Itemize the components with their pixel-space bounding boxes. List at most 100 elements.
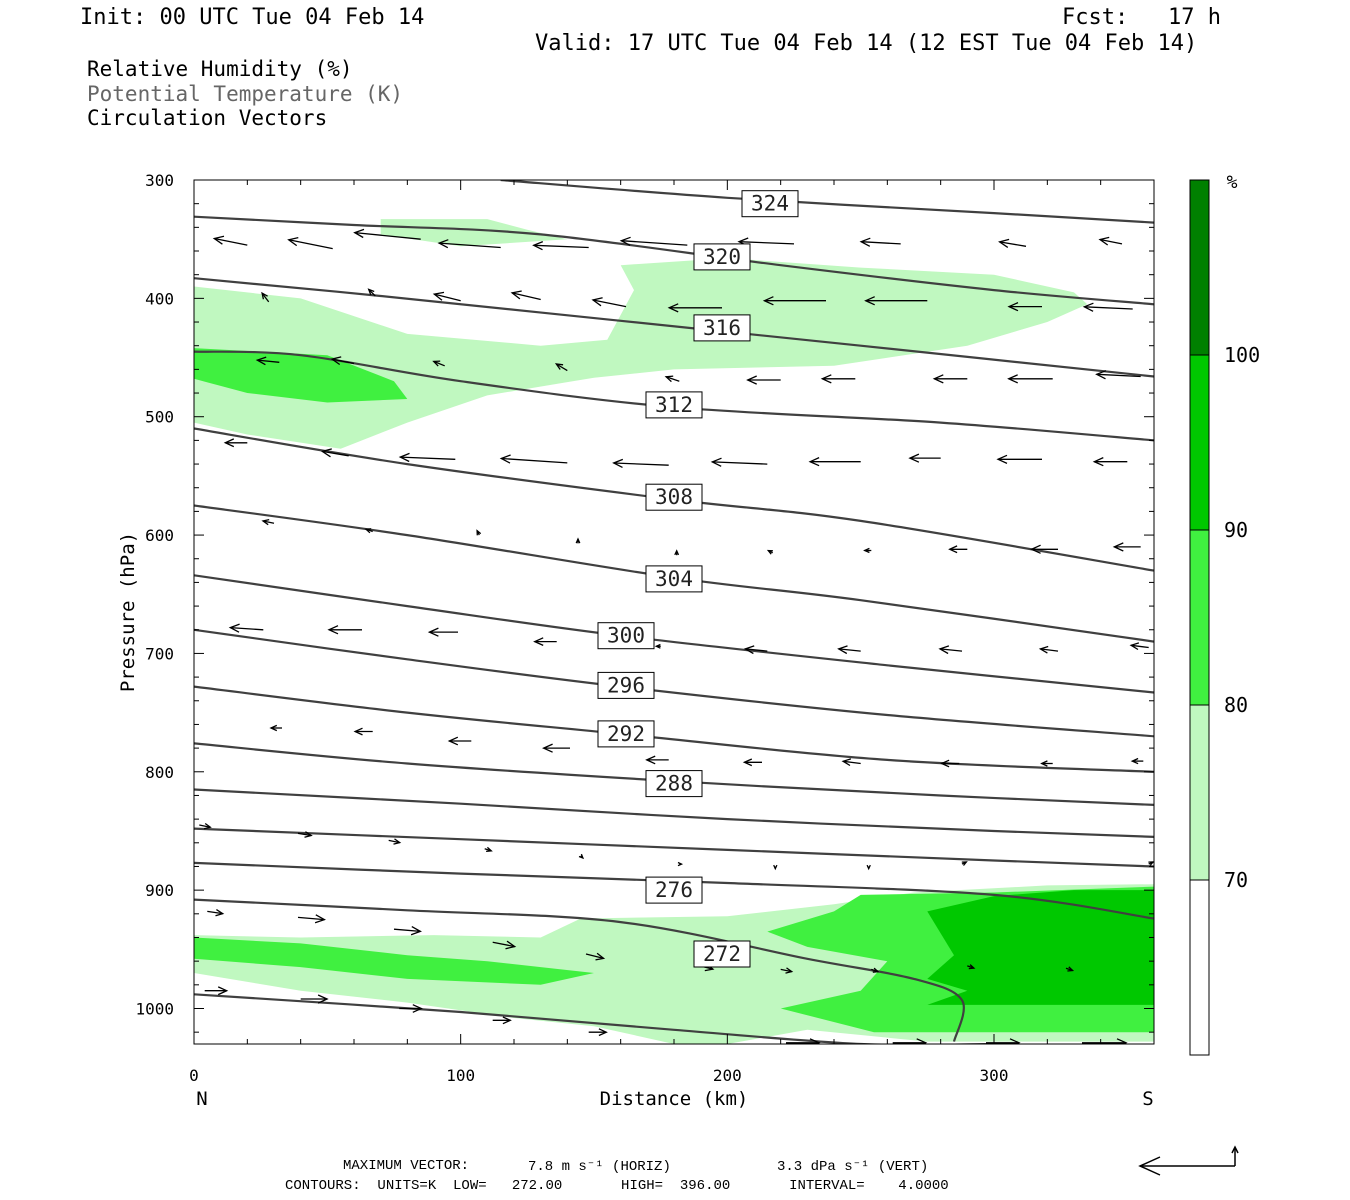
circulation-vector [300,994,329,1004]
circulation-vector [667,303,722,313]
circulation-vector [492,1016,512,1025]
contour-label-text: 288 [655,772,693,796]
circulation-vector [645,755,669,765]
axes: 0 100 200 300 300 400 500 600 700 800 900 1000 [135,171,1154,1085]
circulation-vector [327,625,362,635]
contour-label-320: 320 [693,243,751,271]
circulation-vector [1148,861,1154,866]
circulation-vector [320,448,349,458]
rh-region-80-4 [194,937,594,985]
circulation-vector [432,291,461,302]
circulation-vector [255,356,280,366]
y-axis-title: Pressure (hPa) [117,532,139,692]
circulation-vector [427,627,458,637]
circulation-vector [948,545,968,554]
circulation-vector [1112,542,1141,552]
circulation-vector [261,291,270,303]
circulation-vector [554,363,568,372]
circulation-vector [932,374,968,384]
circulation-vector [1129,642,1149,651]
circulation-vector [585,952,606,961]
contour-labels: 324 320 316 312 308 304 300 296 292 288 276 272 [597,190,799,968]
circulation-vector [766,549,773,555]
circulation-vector [398,452,456,463]
max-vector-label: MAXIMUM VECTOR: [343,1158,470,1174]
circulation-vector [437,239,501,249]
x-axis-start-label: N [196,1088,207,1110]
y-tick-label: 600 [145,526,174,545]
contour-label-text: 312 [655,393,693,417]
contour-label-text: 296 [607,673,645,697]
colorbar-unit: % [1227,172,1238,193]
y-tick-label: 300 [145,171,174,190]
valid-time: Valid: 17 UTC Tue 04 Feb 14 (12 EST Tue … [535,31,1198,56]
forecast-hour: Fcst: 17 h [1062,5,1221,30]
circulation-vector [1065,966,1075,972]
circulation-vector [261,518,275,526]
circulation-vector [353,727,373,736]
colorbar-segment-2 [1189,529,1210,706]
circulation-vector [996,454,1042,464]
circulation-vector [207,909,225,917]
x-axis-end-label: S [1142,1088,1153,1110]
contour-label-text: 324 [751,192,789,216]
max-vector-vertical: 3.3 dPa s⁻¹ (VERT) [777,1159,929,1175]
circulation-vector [364,528,373,534]
x-axis-title: Distance (km) [600,1088,749,1110]
y-tick-label: 800 [145,763,174,782]
circulation-vector [674,549,680,556]
colorbar-segment-0 [1189,179,1210,356]
circulation-vector [476,529,482,536]
circulation-vector [908,453,941,463]
y-tick-label: 900 [145,881,174,900]
colorbar-segment-1 [1189,354,1210,531]
circulation-vector [399,1004,423,1013]
theta-contour-280 [194,827,1154,868]
contour-label-text: 300 [607,624,645,648]
circulation-vector [578,853,585,860]
circulation-vectors [199,228,1154,1044]
x-tick-label: 0 [189,1066,199,1085]
x-tick-label: 200 [713,1066,742,1085]
legend-circulation-vectors: Circulation Vectors [87,106,328,130]
circulation-vector [820,374,856,384]
contour-label-292: 292 [597,720,655,748]
circulation-vector [484,846,493,853]
theta-contour-296 [194,628,1154,738]
circulation-vector [223,438,248,448]
circulation-vector [510,290,541,301]
max-vector-horizontal: 7.8 m s⁻¹ (HORIZ) [528,1159,671,1175]
circulation-vector [588,1028,608,1037]
circulation-vector [542,743,570,753]
circulation-vector [773,864,778,871]
rh-region-70-0 [194,258,1088,449]
circulation-vector [837,645,861,655]
contour-label-272: 272 [693,940,751,968]
circulation-vector [1082,302,1133,312]
circulation-vector [746,375,781,385]
colorbar: 100 90 80 70 [1189,179,1260,1056]
circulation-vector [892,1038,928,1044]
contour-label-308: 308 [645,483,703,511]
contour-label-text: 292 [607,722,645,746]
x-tick-label: 100 [446,1066,475,1085]
colorbar-tick-label: 80 [1224,693,1248,717]
circulation-vector [591,297,627,308]
y-tick-label: 400 [145,289,174,308]
circulation-vector [1098,236,1123,246]
circulation-vector [199,822,212,830]
circulation-vector [808,457,861,467]
init-time: Init: 00 UTC Tue 04 Feb 14 [80,5,425,30]
circulation-vector [938,645,963,655]
colorbar-segment-3 [1189,704,1210,881]
contour-label-324: 324 [741,190,799,218]
circulation-vector [864,296,928,306]
circulation-vector [432,360,445,367]
circulation-vector [330,356,355,366]
circulation-vector [654,643,661,649]
circulation-vector [786,1038,821,1044]
circulation-vector [762,296,826,306]
contour-label-296: 296 [597,671,655,699]
circulation-vector [1082,1038,1128,1044]
rh-region-70-1 [380,219,568,247]
